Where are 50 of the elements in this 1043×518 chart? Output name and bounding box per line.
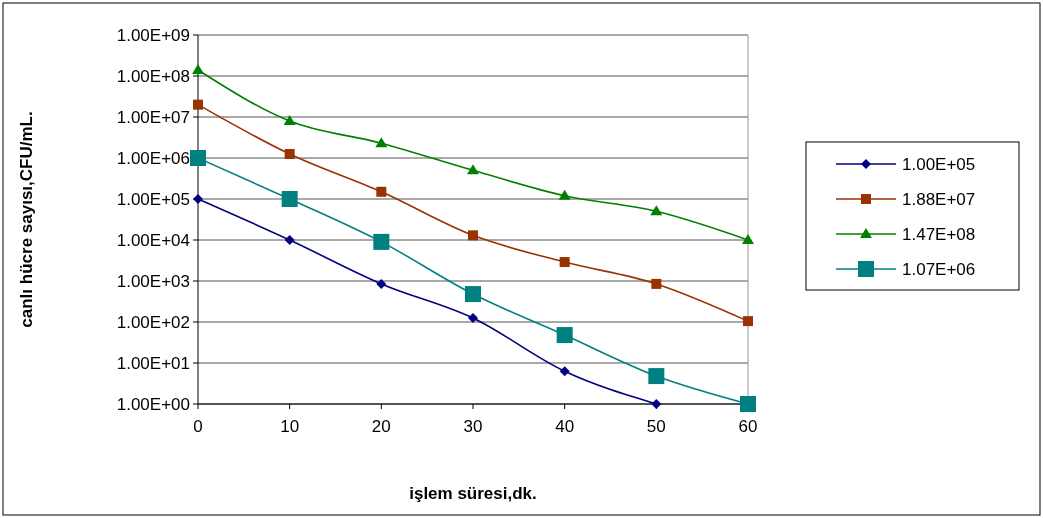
point <box>281 191 298 207</box>
point <box>556 327 573 344</box>
y-tick-label: 1.00E+04 <box>116 230 190 250</box>
point <box>284 149 295 160</box>
x-tick-label: 0 <box>193 417 203 436</box>
x-tick-label: 60 <box>738 417 758 436</box>
point <box>650 205 663 216</box>
point <box>740 396 756 412</box>
point <box>283 114 296 125</box>
x-axis-title: işlem süresi,dk. <box>409 484 537 503</box>
legend-label: 1.47E+08 <box>902 224 976 244</box>
point <box>193 194 203 204</box>
y-tick-label: 1.00E+06 <box>116 148 190 168</box>
point <box>465 286 481 303</box>
x-tick-label: 40 <box>555 417 575 436</box>
point <box>742 234 754 244</box>
legend-label: 1.88E+07 <box>902 189 976 209</box>
point <box>651 399 662 409</box>
x-tick-label: 20 <box>371 417 391 436</box>
y-tick-label: 1.00E+08 <box>116 66 190 86</box>
point <box>373 233 390 250</box>
y-tick-label: 1.00E+02 <box>116 312 190 332</box>
point <box>284 235 295 245</box>
y-tick-label: 1.00E+03 <box>116 271 190 291</box>
point <box>376 186 387 197</box>
point <box>375 137 388 148</box>
point <box>651 278 662 289</box>
x-tick-label: 10 <box>280 417 300 436</box>
point <box>467 164 479 175</box>
point <box>559 257 570 268</box>
y-axis-title: canlı hücre sayısı,CFU/mL. <box>17 111 36 328</box>
point <box>468 313 478 324</box>
point <box>743 316 753 327</box>
x-tick-label: 50 <box>646 417 666 436</box>
point <box>376 278 387 289</box>
point <box>558 189 571 200</box>
legend-label: 1.00E+05 <box>902 154 976 174</box>
x-tick-label: 30 <box>463 417 483 436</box>
point <box>192 64 204 75</box>
point <box>190 150 206 166</box>
point <box>559 366 570 377</box>
y-tick-label: 1.00E+05 <box>116 189 190 209</box>
y-tick-label: 1.00E+00 <box>116 394 190 414</box>
point <box>193 99 203 110</box>
y-tick-label: 1.00E+01 <box>116 353 190 373</box>
y-tick-label: 1.00E+09 <box>116 25 190 45</box>
legend-label: 1.07E+06 <box>902 259 976 279</box>
y-tick-label: 1.00E+07 <box>116 107 190 127</box>
point <box>468 230 478 241</box>
point <box>648 368 665 385</box>
